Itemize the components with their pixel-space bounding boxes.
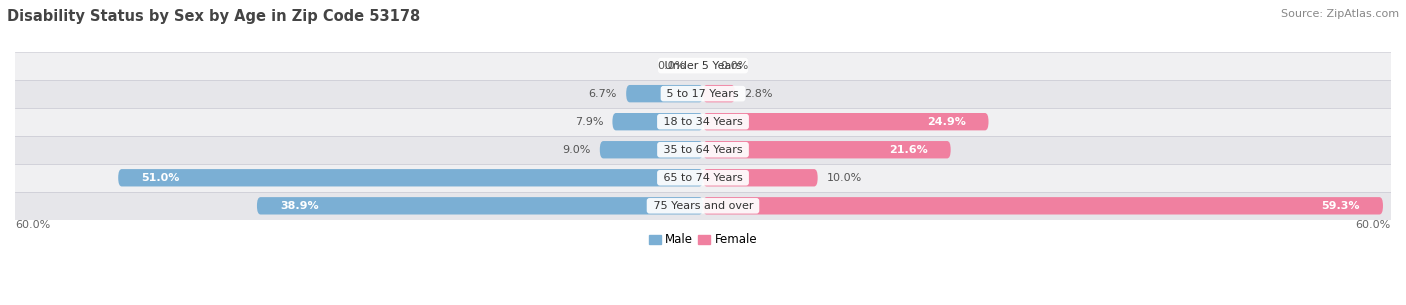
Text: 59.3%: 59.3% (1322, 201, 1360, 211)
Bar (15, 80, 1391, 108)
Text: 6.7%: 6.7% (589, 89, 617, 99)
Text: 51.0%: 51.0% (141, 173, 180, 183)
FancyBboxPatch shape (600, 141, 703, 158)
Bar (15, 136, 1391, 164)
Bar (15, 164, 1391, 192)
FancyBboxPatch shape (613, 113, 703, 131)
Text: Source: ZipAtlas.com: Source: ZipAtlas.com (1281, 9, 1399, 19)
Bar (15, 108, 1391, 136)
FancyBboxPatch shape (703, 197, 1384, 214)
FancyBboxPatch shape (703, 141, 950, 158)
Text: Disability Status by Sex by Age in Zip Code 53178: Disability Status by Sex by Age in Zip C… (7, 9, 420, 24)
Text: 0.0%: 0.0% (720, 61, 748, 71)
Text: 5 to 17 Years: 5 to 17 Years (664, 89, 742, 99)
Text: 75 Years and over: 75 Years and over (650, 201, 756, 211)
Text: 0.0%: 0.0% (658, 61, 686, 71)
Text: 35 to 64 Years: 35 to 64 Years (659, 145, 747, 155)
Text: 2.8%: 2.8% (744, 89, 773, 99)
Text: 9.0%: 9.0% (562, 145, 591, 155)
Text: 65 to 74 Years: 65 to 74 Years (659, 173, 747, 183)
Text: 60.0%: 60.0% (15, 221, 51, 230)
Text: 60.0%: 60.0% (1355, 221, 1391, 230)
FancyBboxPatch shape (703, 113, 988, 131)
Text: 10.0%: 10.0% (827, 173, 862, 183)
Text: 7.9%: 7.9% (575, 117, 603, 127)
FancyBboxPatch shape (626, 85, 703, 102)
Bar (15, 192, 1391, 220)
Legend: Male, Female: Male, Female (644, 228, 762, 251)
Text: 18 to 34 Years: 18 to 34 Years (659, 117, 747, 127)
Text: 21.6%: 21.6% (889, 145, 928, 155)
Text: 24.9%: 24.9% (927, 117, 966, 127)
Text: 38.9%: 38.9% (280, 201, 319, 211)
Text: Under 5 Years: Under 5 Years (661, 61, 745, 71)
Bar (15, 52, 1391, 80)
FancyBboxPatch shape (257, 197, 703, 214)
FancyBboxPatch shape (703, 169, 818, 186)
FancyBboxPatch shape (118, 169, 703, 186)
FancyBboxPatch shape (703, 85, 735, 102)
